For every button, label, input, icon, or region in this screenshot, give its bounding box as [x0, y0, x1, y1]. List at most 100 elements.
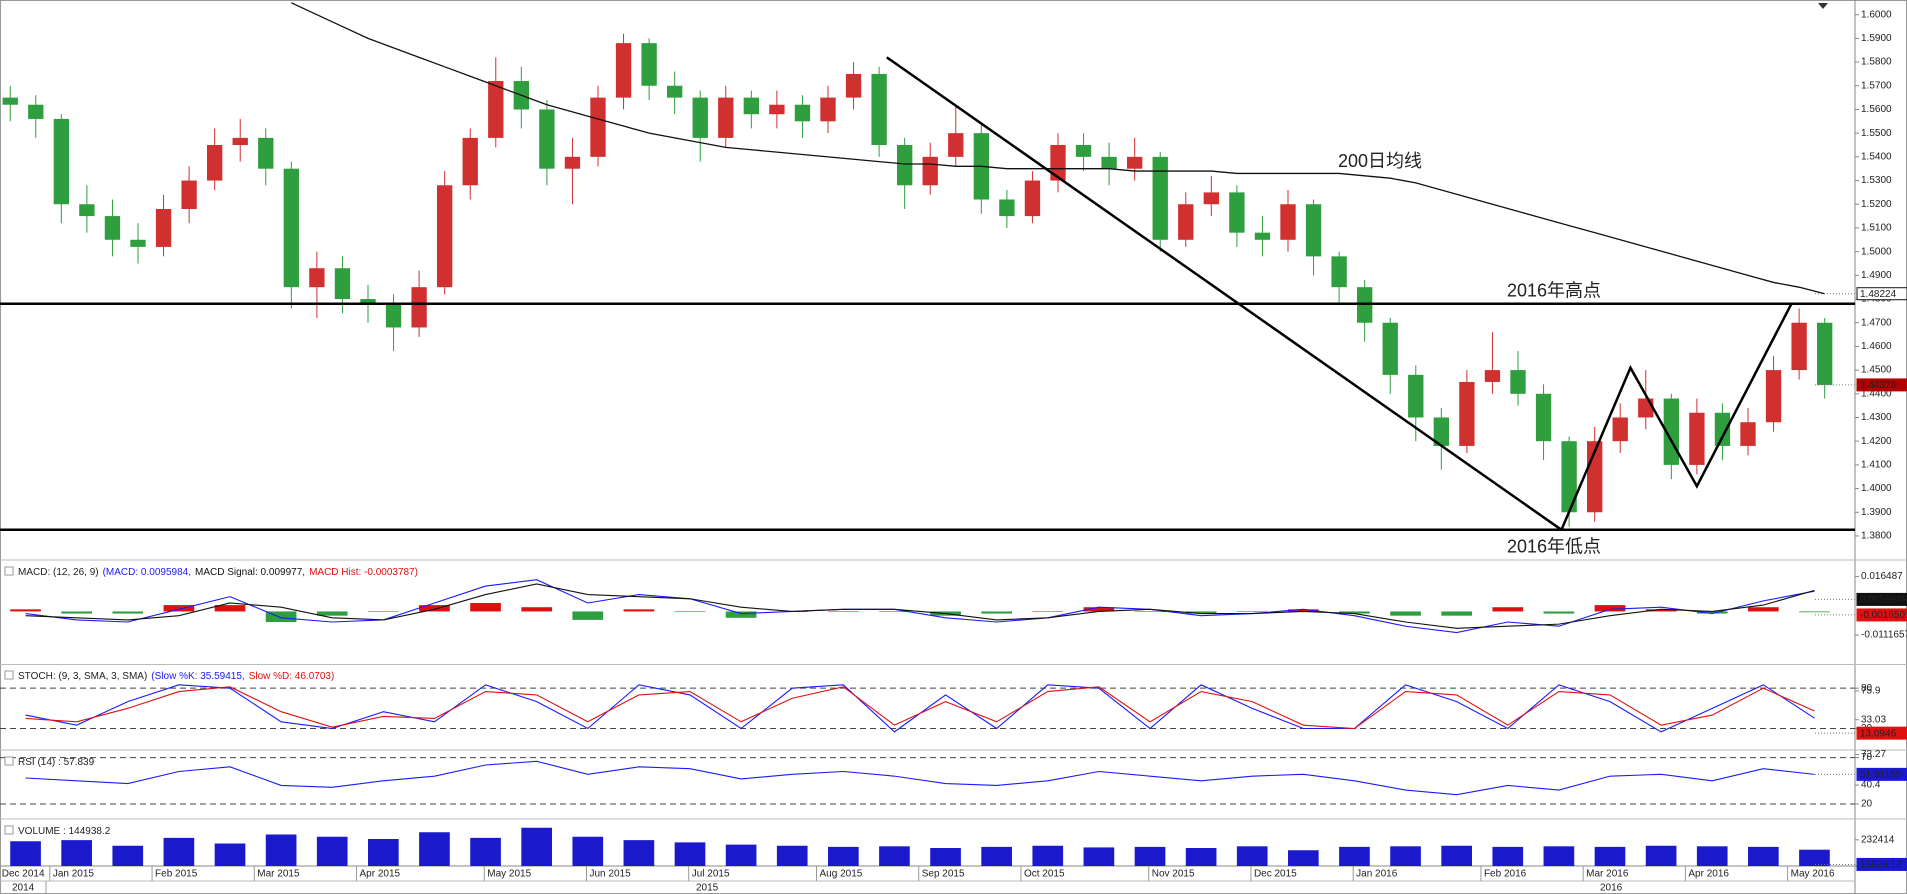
candle-body [1535, 393, 1552, 442]
tag-box [1856, 592, 1907, 606]
candle-body [488, 81, 504, 138]
indicator-bar [623, 840, 655, 866]
candle-body [258, 137, 274, 169]
y-tick-label: 1.4200 [1861, 436, 1892, 447]
candle-body [1127, 156, 1143, 169]
candle-body [1203, 192, 1219, 205]
candle-body [1791, 322, 1807, 371]
indicator-bar [1185, 611, 1217, 614]
legend-entry: (MACD: 0.0095984, [103, 567, 191, 578]
candle-body [1561, 441, 1577, 513]
candle-body [615, 43, 632, 98]
indicator-bar [521, 827, 552, 866]
moving-average [291, 2, 1825, 295]
candle-body [1050, 145, 1066, 181]
candle-body [1714, 412, 1731, 446]
panel-header: VOLUME : 144938.2 [18, 826, 111, 837]
y-tick-label: 1.4500 [1861, 365, 1892, 376]
candle-body [1484, 370, 1501, 382]
y-tick-label: 20 [1861, 799, 1873, 810]
y-tick-label: 1.5400 [1861, 151, 1892, 162]
menu-icon[interactable] [1818, 3, 1828, 9]
x-tick-label: Mar 2015 [257, 869, 300, 880]
legend-entry: MACD Signal: 0.009977, [195, 567, 305, 578]
candle-body [181, 180, 197, 209]
y-tick-label: 1.5000 [1861, 246, 1892, 257]
indicator-bar [1339, 846, 1370, 866]
x-tick-label: Apr 2015 [360, 869, 401, 880]
indicator-bar [265, 834, 297, 866]
x-tick-label: Jan 2016 [1356, 869, 1398, 880]
candle-body [1689, 412, 1705, 465]
tag-box [1856, 287, 1907, 301]
candle-body [360, 299, 376, 304]
x-tick-label: Jan 2015 [53, 869, 95, 880]
candle-body [692, 97, 708, 138]
tag-box [1856, 608, 1907, 622]
tag-box [1856, 767, 1907, 781]
candle-body [922, 156, 938, 186]
x-tick-label: Apr 2016 [1688, 869, 1729, 880]
indicator-bar [61, 611, 92, 614]
candle-body [1408, 374, 1424, 418]
y-tick-label: 80 [1861, 683, 1873, 694]
y-tick-label: 73.27 [1861, 749, 1886, 760]
candle-body [462, 137, 478, 186]
year-label: 2015 [696, 883, 719, 894]
indicator-bar [470, 602, 501, 612]
y-tick-label: 1.5600 [1861, 104, 1892, 115]
indicator-bar [316, 611, 348, 616]
candle-body [1817, 322, 1833, 385]
candle-body [1331, 256, 1347, 288]
trend-line [886, 56, 1563, 531]
indicator-bar [879, 846, 910, 866]
panel-icon [4, 670, 14, 680]
candle-body [667, 85, 683, 98]
indicator-bar [1748, 607, 1779, 612]
panel-title: RSI (14) : 57.839 [18, 757, 95, 768]
candle-body [53, 118, 69, 205]
indicator-line [25, 684, 1815, 733]
x-tick-label: Aug 2015 [820, 869, 863, 880]
indicator-bar [521, 607, 552, 612]
panel-icon [4, 825, 14, 835]
year-label: 2014 [12, 883, 35, 894]
y-tick-label: 1.4900 [1861, 270, 1892, 281]
indicator-bar [725, 844, 757, 866]
indicator-bar [10, 609, 41, 612]
indicator-bar [1083, 847, 1115, 866]
indicator-bar [1339, 611, 1370, 614]
indicator-bar [1748, 846, 1779, 866]
y-tick-label: -0.0111657 [1861, 630, 1907, 641]
x-tick-label: Sep 2015 [922, 869, 965, 880]
y-tick-label: 1.5900 [1861, 33, 1892, 44]
indicator-bar [828, 611, 859, 612]
candle-body [1612, 417, 1628, 442]
x-tick-label: Feb 2016 [1484, 869, 1527, 880]
indicator-bar [1492, 607, 1524, 612]
tag-label: 0.0056948 [1860, 595, 1907, 606]
panel-icon [4, 756, 14, 766]
indicator-bar [112, 611, 144, 614]
indicator-bar [368, 839, 399, 866]
indicator-bar [1032, 845, 1064, 866]
tag-box [1856, 378, 1907, 392]
indicator-bar [1134, 846, 1166, 866]
tag-label: 13.0946 [1860, 728, 1897, 739]
trend-line [1560, 303, 1793, 531]
indicator-bar [623, 609, 655, 612]
x-tick-label: Dec 2014 [2, 869, 45, 880]
candle-body [1152, 156, 1168, 240]
candle-body [564, 156, 581, 169]
indicator-bar [1645, 609, 1677, 612]
indicator-bar [1799, 849, 1830, 866]
indicator-bar [1134, 611, 1166, 612]
candle-body [743, 97, 759, 115]
y-tick-label: 70 [1861, 752, 1873, 763]
tag-box [1856, 726, 1907, 740]
panel-header: RSI (14) : 57.839 [18, 757, 95, 768]
candle-body [1510, 370, 1526, 394]
candle-body [104, 216, 121, 240]
